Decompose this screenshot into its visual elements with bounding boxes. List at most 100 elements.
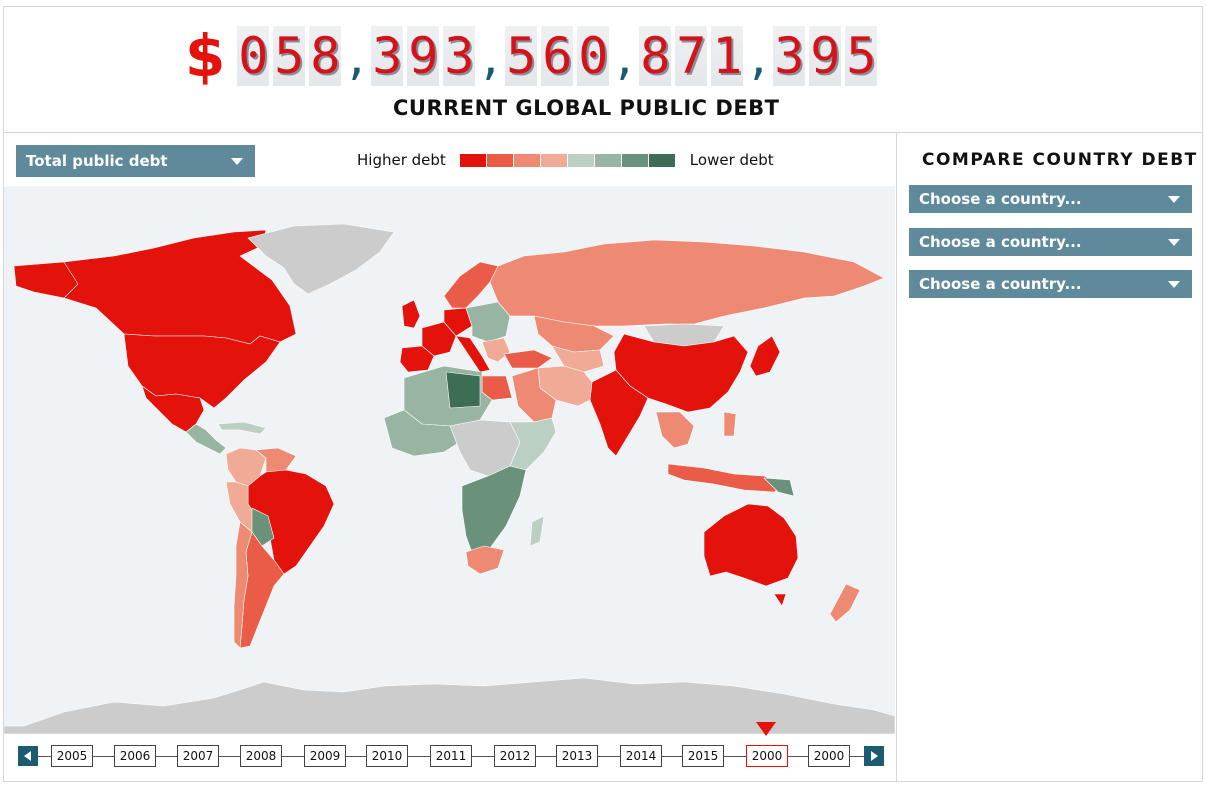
chevron-down-icon [231,158,243,165]
debt-digit: 3 [773,26,806,86]
debt-digit: 5 [505,26,538,86]
map-region-balkans[interactable] [481,337,511,363]
year-button[interactable]: 2011 [430,745,472,767]
page-frame [3,6,1203,782]
map-region-greenland[interactable] [247,223,395,295]
map-region-germany[interactable] [443,307,473,337]
map-region-antarctica[interactable] [4,677,895,734]
chevron-down-icon [1168,196,1180,203]
year-button[interactable]: 2012 [494,745,536,767]
debt-digit: 1 [711,26,744,86]
map-region-spain[interactable] [399,345,435,373]
legend-swatch [621,153,648,167]
map-region-philippines[interactable] [723,411,737,437]
legend-swatch [513,153,540,167]
map-region-indonesia[interactable] [667,463,785,493]
selected-year-marker [756,722,776,736]
map-region-chile[interactable] [233,521,253,649]
map-region-south-africa[interactable] [465,545,505,575]
map-region-alaska[interactable] [13,261,79,299]
country-select-value: Choose a country... [919,275,1082,293]
year-button[interactable]: 2009 [304,745,346,767]
legend-swatch [567,153,594,167]
year-button[interactable]: 2010 [366,745,408,767]
map-region-tasmania[interactable] [773,593,787,607]
year-button[interactable]: 2000 [746,745,788,767]
header-divider [3,132,1203,133]
debt-clock-label: CURRENT GLOBAL PUBLIC DEBT [393,96,780,120]
debt-digit: 3 [371,26,404,86]
map-region-india[interactable] [589,369,649,457]
metric-select-value: Total public debt [26,152,168,170]
country-select-3[interactable]: Choose a country... [909,270,1192,298]
legend-swatch [486,153,513,167]
next-year-button[interactable] [864,746,884,766]
map-region-central-america[interactable] [185,423,227,455]
country-select-value: Choose a country... [919,233,1082,251]
map-region-east-africa[interactable] [509,417,557,471]
map-region-japan[interactable] [749,335,781,377]
country-select-2[interactable]: Choose a country... [909,228,1192,256]
map-region-southern-africa[interactable] [461,465,527,559]
map-region-caribbean[interactable] [217,421,267,435]
map-region-russia[interactable] [489,239,885,327]
legend-low-label: Lower debt [689,151,774,169]
chevron-down-icon [1168,281,1180,288]
map-region-scandinavia[interactable] [443,261,499,309]
metric-select[interactable]: Total public debt [16,145,255,177]
debt-digit: 8 [639,26,672,86]
debt-digit: 5 [273,26,306,86]
world-map[interactable] [4,186,895,734]
country-select-1[interactable]: Choose a country... [909,185,1192,213]
debt-separator: , [750,27,767,87]
year-button[interactable]: 2015 [682,745,724,767]
chevron-left-icon [24,751,31,761]
legend-high-label: Higher debt [357,151,446,169]
currency-symbol: $ [185,22,226,90]
legend-swatch [594,153,621,167]
debt-separator: , [348,27,365,87]
debt-separator: , [482,27,499,87]
country-select-value: Choose a country... [919,190,1082,208]
year-button[interactable]: 2006 [114,745,156,767]
year-button[interactable]: 2013 [556,745,598,767]
chevron-right-icon [871,751,878,761]
chevron-down-icon [1168,239,1180,246]
legend-swatch [648,153,675,167]
debt-digit: 0 [577,26,610,86]
debt-digit: 5 [845,26,878,86]
map-region-uk[interactable] [401,299,421,329]
map-region-papua[interactable] [763,477,795,497]
panel-divider [896,133,897,782]
year-button[interactable]: 2007 [177,745,219,767]
debt-digit: 8 [309,26,342,86]
legend-swatch [459,153,486,167]
legend-swatch [540,153,567,167]
year-button[interactable]: 2000 [808,745,850,767]
map-region-southeast-asia[interactable] [655,411,695,449]
legend-swatches [459,153,676,167]
map-region-bolivia[interactable] [251,507,275,547]
debt-digit: 7 [675,26,708,86]
map-region-saudi-arabia[interactable] [511,367,557,423]
map-region-australia[interactable] [703,503,799,587]
year-button[interactable]: 2005 [51,745,93,767]
map-region-libya[interactable] [445,371,481,409]
map-region-new-zealand[interactable] [829,583,861,623]
prev-year-button[interactable] [18,746,38,766]
map-region-turkey[interactable] [503,349,553,369]
map-region-madagascar[interactable] [529,515,545,547]
year-timeline[interactable]: 2005 2006 2007 2008 2009 2010 2011 2012 … [4,722,895,780]
year-button[interactable]: 2014 [620,745,662,767]
world-map-svg [4,223,895,734]
debt-separator: , [616,27,633,87]
compare-title: COMPARE COUNTRY DEBT [922,150,1198,170]
map-region-italy[interactable] [455,335,491,373]
year-button[interactable]: 2008 [240,745,282,767]
